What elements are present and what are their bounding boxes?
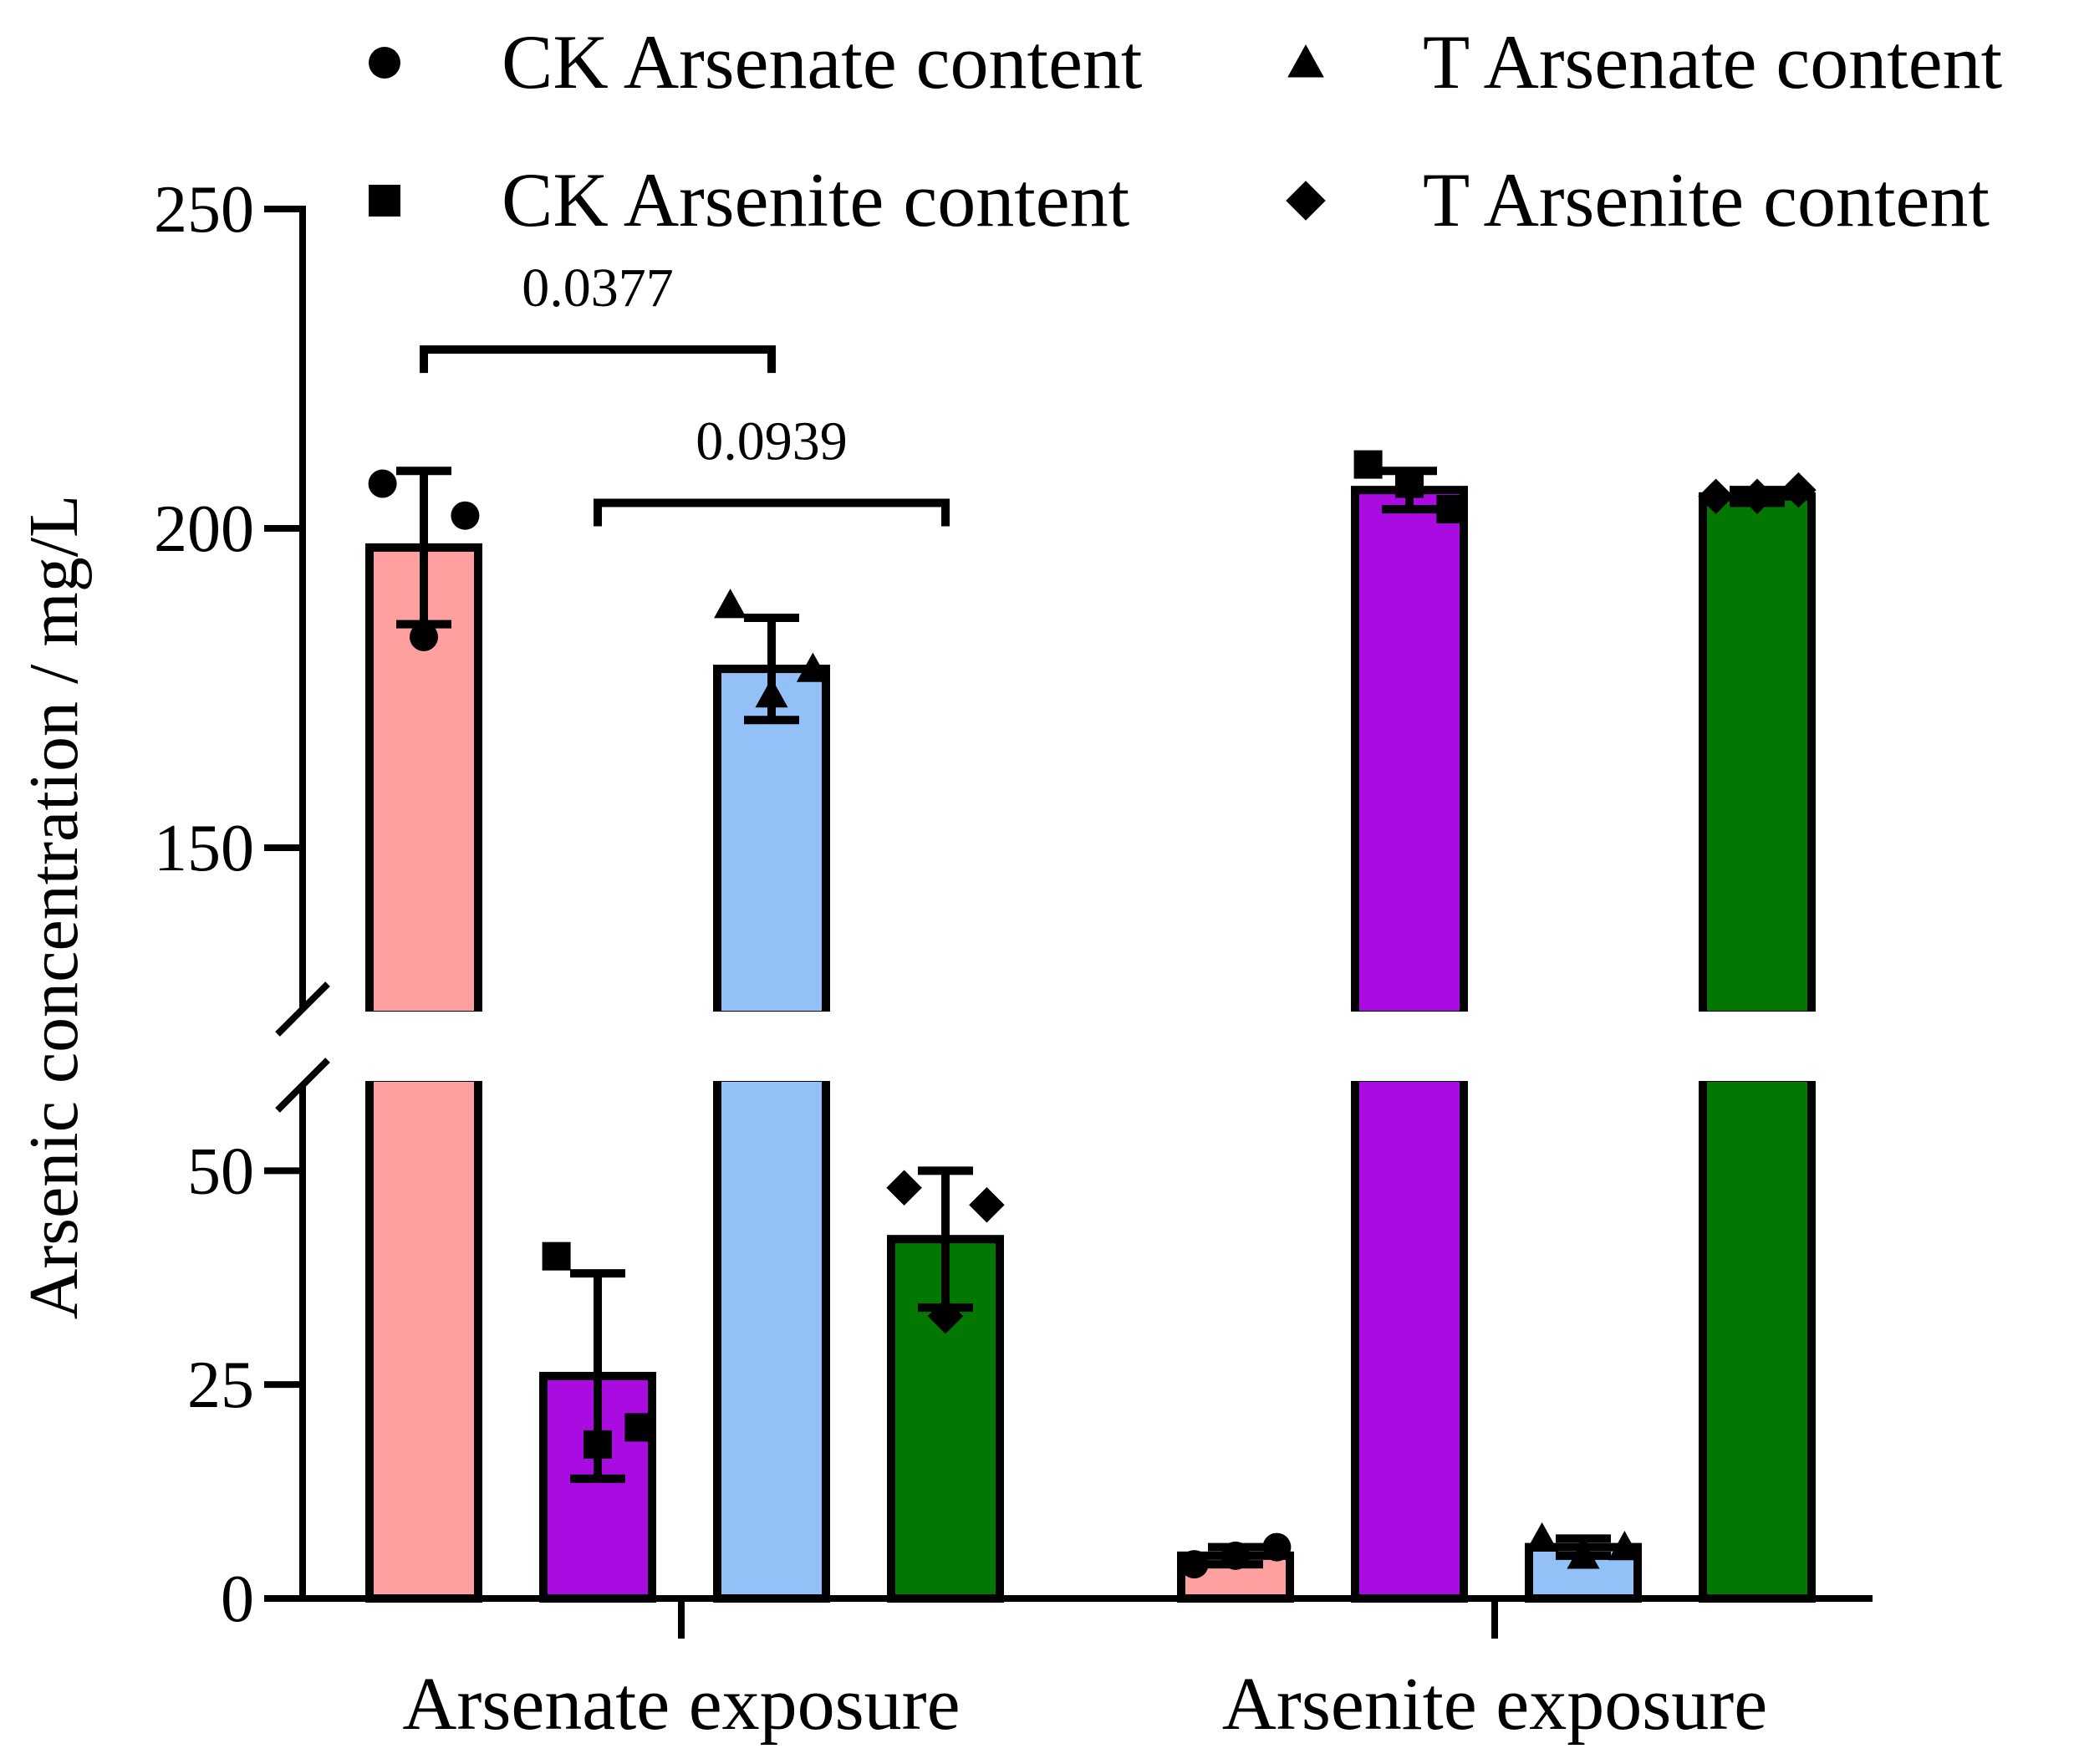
point-t-arsenate-content-arsenite-exposure-2: [1608, 1531, 1641, 1561]
y-tick-label-0: 0: [221, 1563, 254, 1636]
y-tick-label-250: 250: [154, 173, 254, 247]
y-tick-label-150: 150: [154, 812, 254, 885]
bar-ck-arsenite-content-arsenite-exposure-lower: [1351, 1081, 1468, 1603]
point-ck-arsenate-content-arsenate-exposure-2: [451, 501, 480, 530]
legend-marker-t-arsenite-content: [1286, 181, 1326, 221]
bar-ck-arsenate-content-arsenate-exposure-lower: [365, 1081, 482, 1603]
point-t-arsenate-content-arsenate-exposure-2: [796, 652, 829, 682]
bar-break-fill-t-arsenate-content-arsenate-exposure-upper: [721, 1001, 822, 1011]
bar-t-arsenite-content-arsenite-exposure-lower: [1699, 1081, 1816, 1603]
bar-break-fill-t-arsenite-content-arsenite-exposure-upper: [1707, 1001, 1807, 1011]
bar-break-fill-ck-arsenate-content-arsenate-exposure-lower: [374, 1082, 474, 1092]
x-tick-label-arsenate-exposure: Arsenate exposure: [402, 1663, 960, 1746]
point-t-arsenate-content-arsenite-exposure-1: [1526, 1522, 1559, 1552]
x-tick-label-arsenite-exposure: Arsenite exposure: [1222, 1663, 1767, 1746]
bar-t-arsenite-content-arsenate-exposure-single: [887, 1235, 1004, 1603]
point-t-arsenite-content-arsenite-exposure-2: [1781, 472, 1817, 508]
legend-label-ck-arsenite-content: CK Arsenite content: [502, 157, 1130, 242]
point-ck-arsenite-content-arsenate-exposure-2: [624, 1413, 654, 1442]
legend-label-ck-arsenate-content: CK Arsenate content: [502, 19, 1143, 105]
legend-label-t-arsenite-content: T Arsenite content: [1423, 157, 1990, 242]
point-ck-arsenite-content-arsenite-exposure-2: [1436, 495, 1465, 524]
point-t-arsenite-content-arsenite-exposure-1: [1698, 478, 1734, 515]
annotations-layer: 0.0377 0.0939: [420, 257, 950, 527]
significance-bracket-1: [420, 345, 776, 374]
significance-label-1: 0.0377: [522, 257, 674, 319]
bar-break-fill-ck-arsenite-content-arsenite-exposure-lower: [1359, 1082, 1460, 1092]
axis-break-mark-lower: [275, 1058, 330, 1113]
point-t-arsenite-content-arsenate-exposure-1: [886, 1170, 922, 1206]
y-tick-label-50: 50: [187, 1134, 254, 1208]
y-tick-label-25: 25: [187, 1348, 254, 1422]
y-tick-label-200: 200: [154, 492, 254, 566]
legend-marker-t-arsenate-content: [1287, 44, 1324, 78]
axis-break-mark-upper: [275, 981, 330, 1037]
significance-bracket-2: [594, 498, 950, 527]
error-bars-layer: [396, 466, 1785, 1569]
point-t-arsenate-content-arsenate-exposure-1: [714, 589, 747, 619]
bar-t-arsenite-content-arsenite-exposure-upper: [1699, 492, 1816, 1012]
bar-break-fill-ck-arsenate-content-arsenate-exposure-upper: [374, 1001, 474, 1011]
point-ck-arsenate-content-arsenate-exposure-1: [368, 469, 397, 498]
legend-label-t-arsenate-content: T Arsenate content: [1423, 19, 2003, 105]
bar-break-fill-t-arsenite-content-arsenite-exposure-lower: [1707, 1082, 1807, 1092]
bar-break-fill-ck-arsenite-content-arsenite-exposure-upper: [1359, 1001, 1460, 1011]
axes-layer: 0 25 50 150 200 250 Arsenate exposure Arsenite …: [154, 173, 1873, 1746]
bar-ck-arsenite-content-arsenite-exposure-upper: [1351, 486, 1468, 1012]
legend-marker-ck-arsenite-content: [369, 185, 400, 217]
point-ck-arsenate-content-arsenite-exposure-2: [1262, 1532, 1292, 1562]
bar-t-arsenate-content-arsenate-exposure-lower: [713, 1081, 830, 1603]
legend-marker-ck-arsenate-content: [369, 47, 400, 79]
point-ck-arsenite-content-arsenite-exposure-1: [1353, 450, 1383, 479]
point-ck-arsenate-content-arsenite-exposure-1: [1180, 1550, 1209, 1579]
point-ck-arsenate-content-arsenate-exposure-3: [410, 622, 438, 651]
point-t-arsenite-content-arsenate-exposure-2: [969, 1187, 1005, 1223]
significance-label-2: 0.0939: [696, 410, 848, 472]
point-ck-arsenite-content-arsenate-exposure-1: [542, 1241, 571, 1271]
legend: CK Arsenate content T Arsenate content CK …: [369, 19, 2003, 242]
y-axis-label: Arsenic concentration / mg/L: [15, 495, 93, 1320]
bar-break-fill-t-arsenate-content-arsenate-exposure-lower: [721, 1082, 822, 1092]
